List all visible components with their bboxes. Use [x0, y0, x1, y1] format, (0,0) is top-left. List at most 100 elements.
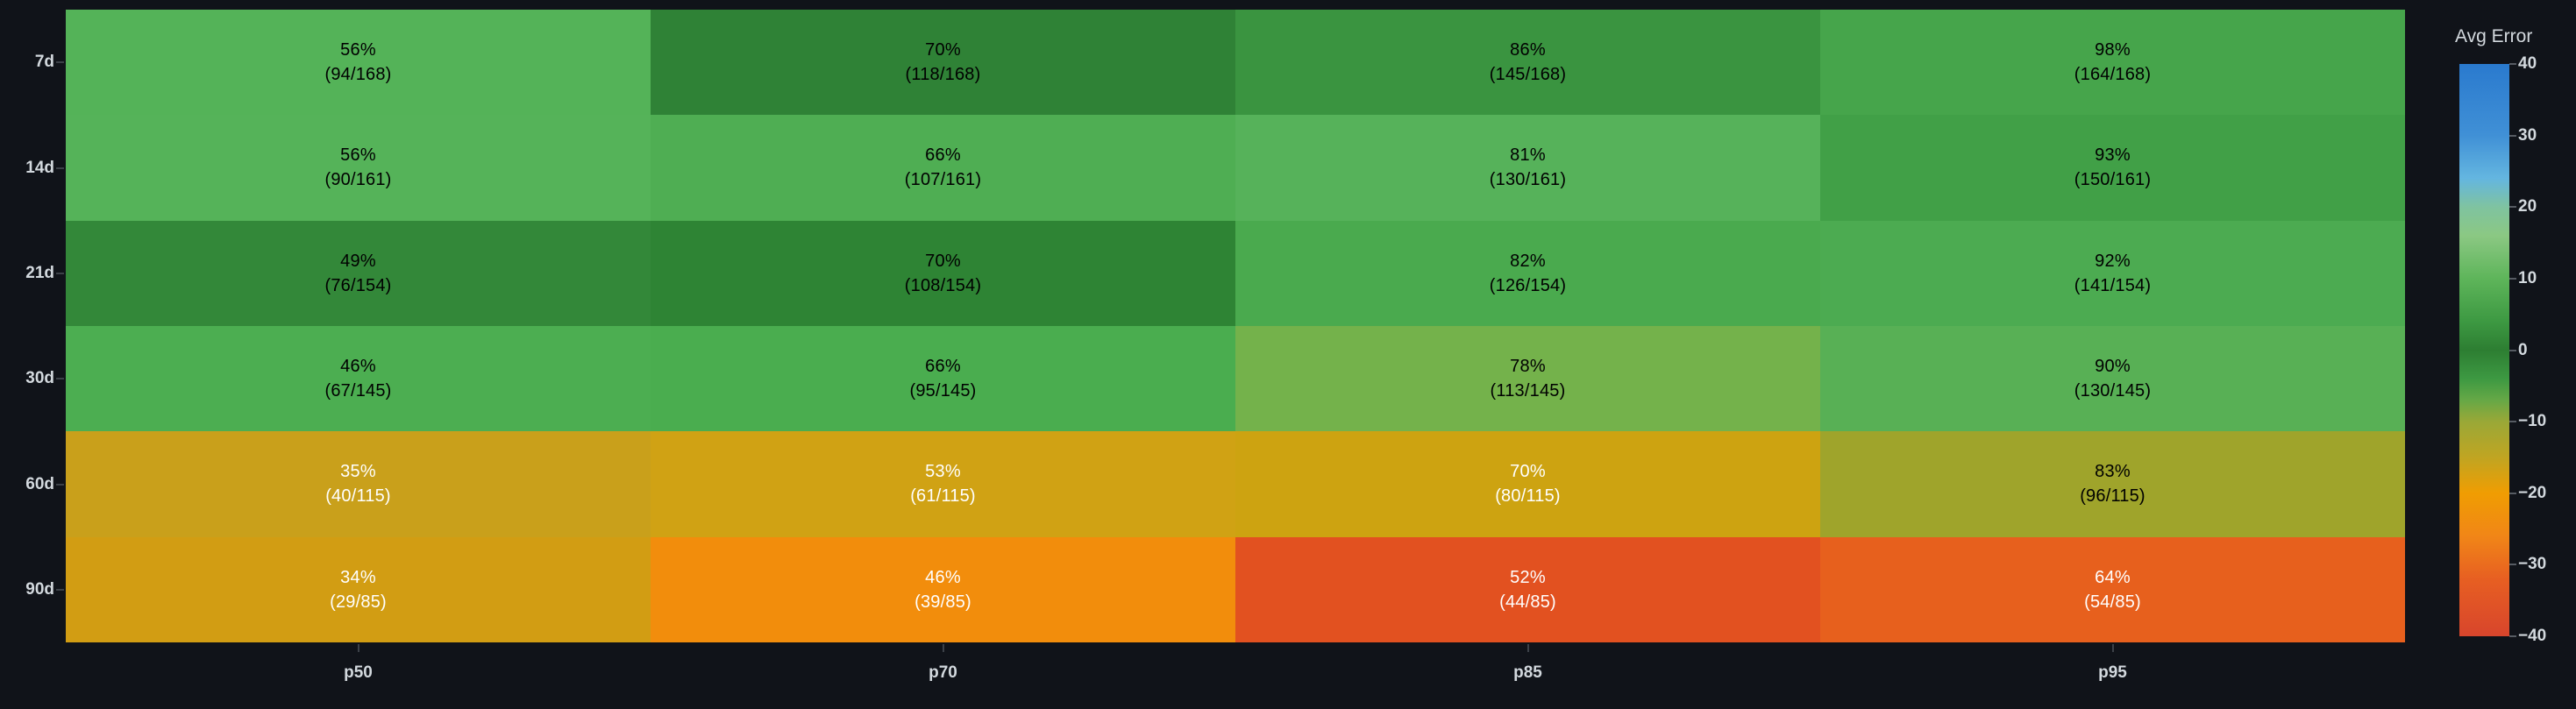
y-tick-label-30d: 30d [25, 369, 54, 388]
cell-fraction: (145/168) [1489, 65, 1567, 85]
cell-fraction: (118/168) [905, 65, 981, 85]
colorbar-gradient [2459, 64, 2509, 636]
cell-percentage: 64% [2095, 567, 2131, 587]
heatmap-cell-30d-p85[interactable]: 78% (113/145) [1235, 326, 1820, 432]
heatmap-cell-21d-p85[interactable]: 82% (126/154) [1235, 220, 1820, 326]
cell-fraction: (80/115) [1495, 486, 1561, 507]
cell-percentage: 93% [2095, 145, 2131, 166]
colorbar-tick-mark [2509, 564, 2516, 566]
heatmap-plot-area: 56% (94/168) 70% (118/168) 86% (145/168) 98% (1… [66, 10, 2405, 642]
cell-fraction: (141/154) [2074, 275, 2152, 295]
cell-percentage: 92% [2095, 251, 2131, 271]
y-tick-mark [56, 272, 64, 274]
colorbar-tick-label--30: −30 [2518, 555, 2547, 574]
y-tick-mark [56, 378, 64, 380]
cell-fraction: (54/85) [2084, 592, 2141, 612]
colorbar-title: Avg Error [2455, 26, 2533, 46]
cell-percentage: 70% [925, 40, 961, 60]
cell-percentage: 53% [925, 462, 961, 482]
heatmap-cell-90d-p50[interactable]: 34% (29/85) [66, 536, 651, 642]
cell-percentage: 52% [1510, 567, 1546, 587]
colorbar-tick-label-30: 30 [2518, 125, 2537, 145]
cell-percentage: 66% [925, 357, 961, 377]
cell-fraction: (39/85) [914, 592, 971, 612]
cell-fraction: (95/145) [909, 381, 977, 401]
cell-percentage: 86% [1510, 40, 1546, 60]
colorbar-tick-mark [2509, 421, 2516, 423]
heatmap-cell-30d-p50[interactable]: 46% (67/145) [66, 326, 651, 432]
colorbar-tick-label-40: 40 [2518, 54, 2537, 73]
heatmap-cell-30d-p95[interactable]: 90% (130/145) [1820, 326, 2405, 432]
colorbar-tick-mark [2509, 206, 2516, 209]
y-tick-label-7d: 7d [34, 53, 54, 72]
heatmap-cell-7d-p50[interactable]: 56% (94/168) [66, 10, 651, 116]
heatmap-cell-30d-p70[interactable]: 66% (95/145) [651, 326, 1235, 432]
heatmap-cell-21d-p95[interactable]: 92% (141/154) [1820, 220, 2405, 326]
colorbar-tick-label-10: 10 [2518, 268, 2537, 287]
x-tick-label-p50: p50 [344, 663, 373, 682]
heatmap-cell-7d-p85[interactable]: 86% (145/168) [1235, 10, 1820, 116]
cell-percentage: 34% [340, 567, 376, 587]
cell-fraction: (164/168) [2074, 65, 2152, 85]
cell-percentage: 35% [340, 462, 376, 482]
colorbar-tick-mark [2509, 277, 2516, 280]
y-tick-label-60d: 60d [25, 474, 54, 493]
cell-fraction: (150/161) [2074, 170, 2152, 190]
y-tick-label-14d: 14d [25, 158, 54, 177]
cell-percentage: 83% [2095, 462, 2131, 482]
x-tick-label-p70: p70 [929, 663, 957, 682]
colorbar-tick-label--10: −10 [2518, 412, 2547, 431]
y-tick-mark [56, 588, 64, 591]
heatmap-cell-60d-p85[interactable]: 70% (80/115) [1235, 431, 1820, 537]
x-tick-mark [357, 644, 359, 652]
heatmap-cell-7d-p70[interactable]: 70% (118/168) [651, 10, 1235, 116]
heatmap-cell-90d-p70[interactable]: 46% (39/85) [651, 536, 1235, 642]
heatmap-cell-14d-p95[interactable]: 93% (150/161) [1820, 115, 2405, 221]
x-tick-label-p85: p85 [1513, 663, 1542, 682]
heatmap-cell-60d-p95[interactable]: 83% (96/115) [1820, 431, 2405, 537]
heatmap-cell-14d-p70[interactable]: 66% (107/161) [651, 115, 1235, 221]
cell-fraction: (29/85) [330, 592, 387, 612]
cell-fraction: (130/145) [2074, 381, 2152, 401]
cell-percentage: 70% [925, 251, 961, 271]
cell-fraction: (90/161) [324, 170, 392, 190]
cell-fraction: (76/154) [324, 275, 392, 295]
colorbar-tick-label--20: −20 [2518, 483, 2547, 502]
heatmap-cell-14d-p50[interactable]: 56% (90/161) [66, 115, 651, 221]
cell-percentage: 70% [1510, 462, 1546, 482]
heatmap-cell-21d-p50[interactable]: 49% (76/154) [66, 220, 651, 326]
colorbar-tick-mark [2509, 492, 2516, 494]
cell-percentage: 56% [340, 145, 376, 166]
cell-percentage: 56% [340, 40, 376, 60]
cell-fraction: (107/161) [904, 170, 982, 190]
colorbar-tick-mark [2509, 349, 2516, 351]
cell-fraction: (126/154) [1489, 275, 1567, 295]
cell-fraction: (130/161) [1489, 170, 1567, 190]
colorbar-tick-label--40: −40 [2518, 627, 2547, 645]
x-tick-mark [1526, 644, 1529, 652]
cell-percentage: 78% [1510, 357, 1546, 377]
heatmap-cell-90d-p85[interactable]: 52% (44/85) [1235, 536, 1820, 642]
y-tick-mark [56, 483, 64, 486]
heatmap-cell-14d-p85[interactable]: 81% (130/161) [1235, 115, 1820, 221]
x-tick-mark [2111, 644, 2114, 652]
y-tick-mark [56, 61, 64, 64]
heatmap-cell-90d-p95[interactable]: 64% (54/85) [1820, 536, 2405, 642]
heatmap-cell-7d-p95[interactable]: 98% (164/168) [1820, 10, 2405, 116]
cell-fraction: (44/85) [1499, 592, 1556, 612]
cell-fraction: (113/145) [1490, 381, 1566, 401]
heatmap-cell-60d-p70[interactable]: 53% (61/115) [651, 431, 1235, 537]
y-tick-label-90d: 90d [25, 579, 54, 599]
cell-percentage: 90% [2095, 357, 2131, 377]
heatmap-cell-21d-p70[interactable]: 70% (108/154) [651, 220, 1235, 326]
cell-percentage: 82% [1510, 251, 1546, 271]
y-tick-label-21d: 21d [25, 263, 54, 282]
cell-fraction: (40/115) [325, 486, 391, 507]
cell-fraction: (96/115) [2080, 486, 2145, 507]
y-tick-mark [56, 167, 64, 169]
cell-percentage: 66% [925, 145, 961, 166]
x-tick-label-p95: p95 [2098, 663, 2127, 682]
colorbar-tick-label-20: 20 [2518, 197, 2537, 216]
heatmap-cell-60d-p50[interactable]: 35% (40/115) [66, 431, 651, 537]
